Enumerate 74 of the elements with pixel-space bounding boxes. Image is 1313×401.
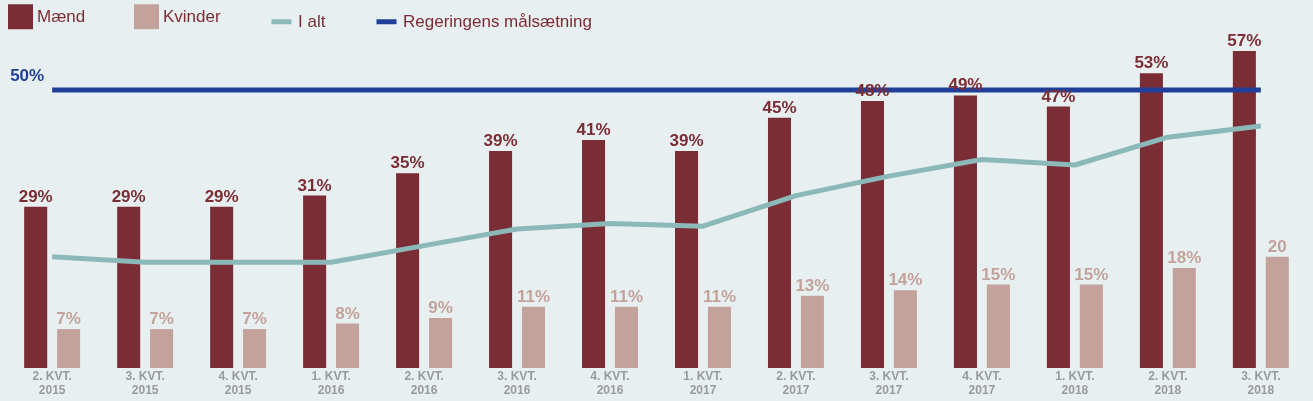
bar: [893, 290, 917, 368]
bar: [336, 323, 360, 368]
x-tick-label: 4. KVT. 2016: [590, 368, 630, 397]
legend-label: Kvinder: [163, 6, 221, 26]
bar: [1139, 73, 1163, 368]
x-tick-label: 4. KVT. 2017: [962, 368, 1002, 397]
bar: [1232, 51, 1256, 368]
bar: [243, 329, 267, 368]
legend-label: Regeringens målsætning: [403, 11, 592, 31]
x-tick-label: 2. KVT. 2018: [1148, 368, 1188, 397]
bar: [210, 206, 234, 368]
bar: [1046, 106, 1070, 368]
bar: [860, 101, 884, 368]
x-tick-label: 4. KVT. 2015: [218, 368, 258, 397]
data-label: 39%: [483, 131, 518, 151]
bar: [800, 295, 824, 368]
x-tick-label: 3. KVT. 2017: [869, 368, 909, 397]
data-label: 45%: [762, 97, 797, 117]
data-label: 13%: [795, 275, 830, 295]
x-tick-label: 3. KVT. 2018: [1241, 368, 1281, 397]
data-label: 11%: [516, 286, 551, 306]
x-tick-label: 2. KVT. 2016: [404, 368, 444, 397]
bar: [303, 195, 327, 368]
bar: [57, 329, 81, 368]
data-label: 15%: [981, 264, 1016, 284]
data-label: 7%: [149, 309, 174, 329]
x-tick-label: 1. KVT. 2017: [683, 368, 723, 397]
bar: [1265, 256, 1289, 368]
bar: [521, 306, 546, 368]
data-label: 39%: [669, 131, 704, 151]
x-tick-label: 2. KVT. 2017: [776, 368, 816, 397]
x-tick-label: 2. KVT. 2015: [32, 368, 72, 397]
data-label: 50%: [10, 65, 45, 85]
x-tick-label: 1. KVT. 2018: [1055, 368, 1095, 397]
data-label: 48%: [855, 81, 890, 101]
data-label: 14%: [888, 270, 923, 290]
bar: [614, 306, 638, 368]
bar: [582, 139, 606, 368]
bar: [429, 317, 453, 368]
data-label: 18%: [1167, 247, 1202, 267]
data-label: 11%: [609, 286, 644, 306]
data-label: 7%: [56, 309, 81, 329]
bar: [1079, 284, 1103, 368]
x-tick-label: 3. KVT. 2015: [125, 368, 165, 397]
bar: [1172, 267, 1196, 368]
data-label: 29%: [204, 186, 239, 206]
data-label: 20: [1267, 236, 1287, 256]
data-label: 29%: [111, 186, 146, 206]
data-label: 29%: [18, 186, 53, 206]
data-label: 57%: [1227, 31, 1262, 50]
bar: [675, 151, 699, 368]
data-label: 8%: [335, 303, 360, 323]
x-tick-label: 1. KVT. 2016: [311, 368, 351, 397]
data-label: 7%: [242, 309, 267, 329]
bar: [117, 206, 141, 368]
bar: [986, 284, 1010, 368]
x-tick-label: 3. KVT. 2016: [497, 368, 537, 397]
data-label: 15%: [1074, 264, 1109, 284]
data-label: 11%: [702, 286, 736, 306]
data-label: 47%: [1041, 86, 1076, 106]
bar: [150, 329, 174, 368]
bar: [489, 151, 513, 368]
data-label: 35%: [390, 153, 425, 173]
bar: [953, 95, 977, 368]
data-label: 41%: [576, 119, 611, 139]
data-label: 53%: [1134, 53, 1169, 73]
data-label: 9%: [428, 297, 453, 317]
bar: [24, 206, 48, 368]
bar: [396, 173, 420, 368]
data-label: 31%: [297, 175, 332, 195]
legend-label: I alt: [298, 11, 326, 31]
legend-label: Mænd: [37, 6, 86, 26]
bar: [707, 306, 731, 368]
bar: [767, 117, 792, 368]
